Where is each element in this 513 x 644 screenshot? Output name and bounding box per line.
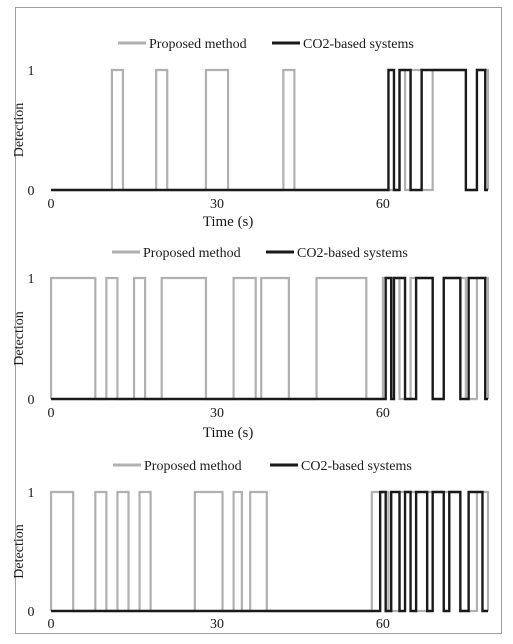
series-line-proposed-method (49, 276, 490, 401)
y-tick-label: 1 (28, 486, 35, 501)
chart-panel-1: Detection 0 1 0 30 60 Time (s) (12, 64, 490, 230)
legend-label-proposed: Proposed method (144, 459, 242, 474)
series-line-co2-based (51, 490, 488, 613)
x-tick-label: 0 (48, 197, 55, 212)
x-tick-label: 30 (210, 617, 224, 632)
x-axis-label: Time (s) (203, 214, 254, 230)
x-tick-label: 0 (48, 617, 55, 632)
x-tick-label: 0 (48, 406, 55, 421)
x-tick-label: 60 (376, 617, 390, 632)
legend-panel-1: Proposed method CO2-based systems (118, 37, 414, 52)
legend-panel-2: Proposed method CO2-based systems (112, 246, 408, 261)
legend-panel-3: Proposed method CO2-based systems (113, 459, 412, 474)
y-tick-label: 1 (28, 272, 35, 287)
series-line-co2-based (51, 68, 488, 192)
legend-label-co2: CO2-based systems (303, 37, 414, 52)
y-axis-label: Detection (12, 311, 27, 365)
x-tick-label: 30 (210, 406, 224, 421)
y-tick-label: 1 (28, 64, 35, 79)
y-axis-label: Detection (12, 524, 27, 578)
x-tick-label: 60 (376, 197, 390, 212)
x-tick-label: 60 (376, 406, 390, 421)
y-tick-label: 0 (28, 393, 35, 408)
y-tick-label: 0 (28, 605, 35, 620)
chart-panel-3: Detection 0 1 0 30 60 (12, 486, 490, 632)
x-axis-label: Time (s) (203, 425, 254, 441)
y-axis-label: Detection (12, 103, 27, 157)
y-tick-label: 0 (28, 184, 35, 199)
legend-label-co2: CO2-based systems (297, 246, 408, 261)
series-line-proposed-method (49, 490, 490, 613)
x-tick-label: 30 (210, 197, 224, 212)
legend-label-co2: CO2-based systems (301, 459, 412, 474)
legend-label-proposed: Proposed method (143, 246, 241, 261)
legend-label-proposed: Proposed method (149, 37, 247, 52)
chart-panel-2: Detection 0 1 0 30 60 Time (s) (12, 272, 490, 441)
series-line-co2-based (51, 276, 488, 401)
